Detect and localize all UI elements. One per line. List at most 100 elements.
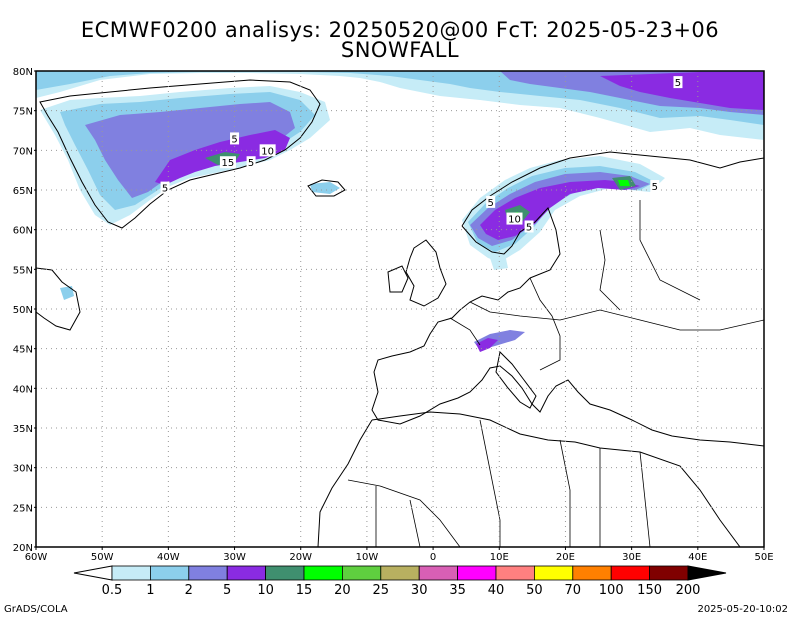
contour-label-bg bbox=[246, 156, 256, 169]
snow-area-arctic-purple bbox=[600, 72, 764, 110]
latitude-label: 55N bbox=[13, 265, 33, 276]
colorbar-label: 30 bbox=[411, 583, 428, 598]
colorbar-label: 50 bbox=[526, 583, 543, 598]
latitude-label: 60N bbox=[13, 226, 33, 237]
contour-label: 15 bbox=[222, 158, 235, 169]
latitude-label: 75N bbox=[13, 107, 33, 118]
longitude-label: 20W bbox=[289, 552, 312, 563]
contour-label: 10 bbox=[261, 146, 274, 157]
latitude-label: 70N bbox=[13, 146, 33, 157]
longitude-label: 10W bbox=[356, 552, 379, 563]
contour-label: 5 bbox=[162, 184, 168, 195]
latitude-label: 35N bbox=[13, 424, 33, 435]
latitude-label: 80N bbox=[13, 67, 33, 78]
latitude-label: 30N bbox=[13, 464, 33, 475]
contour-labels: 5 5 10 15 5 5 5 10 5 5 bbox=[160, 76, 683, 233]
footer-credit: GrADS/COLA bbox=[4, 604, 68, 615]
contour-label-bg bbox=[524, 220, 534, 233]
colorbar-box bbox=[649, 565, 689, 581]
colorbar-label: 70 bbox=[565, 583, 582, 598]
map-subtitle: SNOWFALL bbox=[340, 38, 460, 62]
colorbar-box bbox=[495, 565, 535, 581]
coastline-ireland bbox=[387, 265, 409, 293]
latitude-label: 65N bbox=[13, 186, 33, 197]
colorbar-label: 5 bbox=[223, 583, 231, 598]
contour-label: 10 bbox=[508, 215, 521, 226]
latitude-labels: 80N 75N 70N 65N 60N 55N 50N 45N 40N 35N 30N 25N 20N bbox=[13, 67, 36, 554]
contour-label-bg bbox=[259, 144, 276, 157]
contour-label-bg bbox=[506, 212, 523, 225]
colorbar-label: 25 bbox=[373, 583, 390, 598]
contour-label: 5 bbox=[231, 134, 237, 145]
colorbar-label: 35 bbox=[449, 583, 466, 598]
country-borders bbox=[347, 200, 764, 547]
contour-label: 5 bbox=[526, 222, 532, 233]
longitude-label: 50W bbox=[91, 552, 114, 563]
contour-label-bg bbox=[230, 132, 240, 145]
latitude-label: 40N bbox=[13, 384, 33, 395]
coastline-uk bbox=[405, 239, 447, 307]
contour-label-bg bbox=[219, 156, 236, 169]
colorbar-label: 200 bbox=[676, 583, 701, 598]
contour-label: 5 bbox=[248, 158, 254, 169]
coastline-italy bbox=[495, 350, 537, 409]
coastline-iceland bbox=[307, 179, 346, 197]
colorbar-label: 150 bbox=[637, 583, 662, 598]
map-title: ECMWF0200 analisys: 20250520@00 FcT: 202… bbox=[80, 18, 720, 42]
colorbar-box bbox=[380, 565, 420, 581]
longitude-label: 0 bbox=[430, 552, 436, 563]
snow-area-greenland-blue bbox=[85, 102, 295, 198]
latitude-label: 20N bbox=[13, 543, 33, 554]
longitude-label: 30W bbox=[223, 552, 246, 563]
colorbar-label: 100 bbox=[599, 583, 624, 598]
colorbar-box bbox=[610, 565, 651, 581]
contour-label-bg bbox=[486, 195, 496, 208]
snowfall-fields bbox=[36, 71, 764, 352]
longitude-label: 10E bbox=[490, 552, 509, 563]
colorbar-box bbox=[341, 565, 382, 581]
colorbar-box bbox=[457, 565, 497, 581]
longitude-label: 40E bbox=[688, 552, 707, 563]
snow-area-iceland bbox=[310, 182, 340, 194]
contour-label: 5 bbox=[652, 182, 658, 193]
colorbar-box bbox=[418, 565, 459, 581]
colorbar-box bbox=[572, 565, 612, 581]
contour-label-bg bbox=[673, 76, 683, 89]
colorbar-label: 2 bbox=[185, 583, 193, 598]
footer-timestamp: 2025-05-20-10:02 bbox=[697, 604, 788, 615]
colorbar-box bbox=[303, 565, 343, 581]
colorbar-label: 0.5 bbox=[102, 583, 123, 598]
colorbar-box bbox=[265, 565, 305, 581]
longitude-label: 30E bbox=[622, 552, 641, 563]
snow-area-scandinavia-green4 bbox=[618, 180, 630, 186]
colorbar-arrow-high bbox=[687, 565, 727, 581]
snow-area-labrador bbox=[60, 286, 74, 300]
colorbar-label: 1 bbox=[146, 583, 154, 598]
colorbar-box bbox=[534, 565, 574, 581]
contour-label-bg bbox=[160, 181, 170, 194]
longitude-label: 20E bbox=[556, 552, 575, 563]
coastline-labrador bbox=[36, 267, 81, 331]
snow-area-scandinavia-purple bbox=[480, 180, 640, 240]
colorbar-box bbox=[111, 565, 151, 581]
longitude-label: 60W bbox=[25, 552, 48, 563]
colorbar-label: 40 bbox=[488, 583, 505, 598]
colorbar-arrow-low bbox=[73, 565, 113, 581]
contour-label-bg bbox=[650, 180, 660, 193]
latitude-label: 50N bbox=[13, 305, 33, 316]
longitude-label: 40W bbox=[157, 552, 180, 563]
latitude-label: 45N bbox=[13, 345, 33, 356]
latitude-label: 25N bbox=[13, 503, 33, 514]
longitude-label: 50E bbox=[754, 552, 773, 563]
colorbar-label: 15 bbox=[296, 583, 313, 598]
longitude-labels: 60W 50W 40W 30W 20W 10W 0 10E 20E 30E 40E 50E bbox=[25, 547, 774, 563]
colorbar-label: 20 bbox=[334, 583, 351, 598]
colorbar-box bbox=[149, 565, 190, 581]
contour-label: 5 bbox=[487, 198, 493, 209]
contour-label: 5 bbox=[675, 78, 681, 89]
colorbar-box bbox=[188, 565, 228, 581]
colorbar: 0.5 1 2 5 10 15 20 25 30 35 40 50 70 100 150 200 bbox=[73, 565, 727, 598]
colorbar-box bbox=[226, 565, 266, 581]
coastline-africa bbox=[317, 411, 741, 547]
